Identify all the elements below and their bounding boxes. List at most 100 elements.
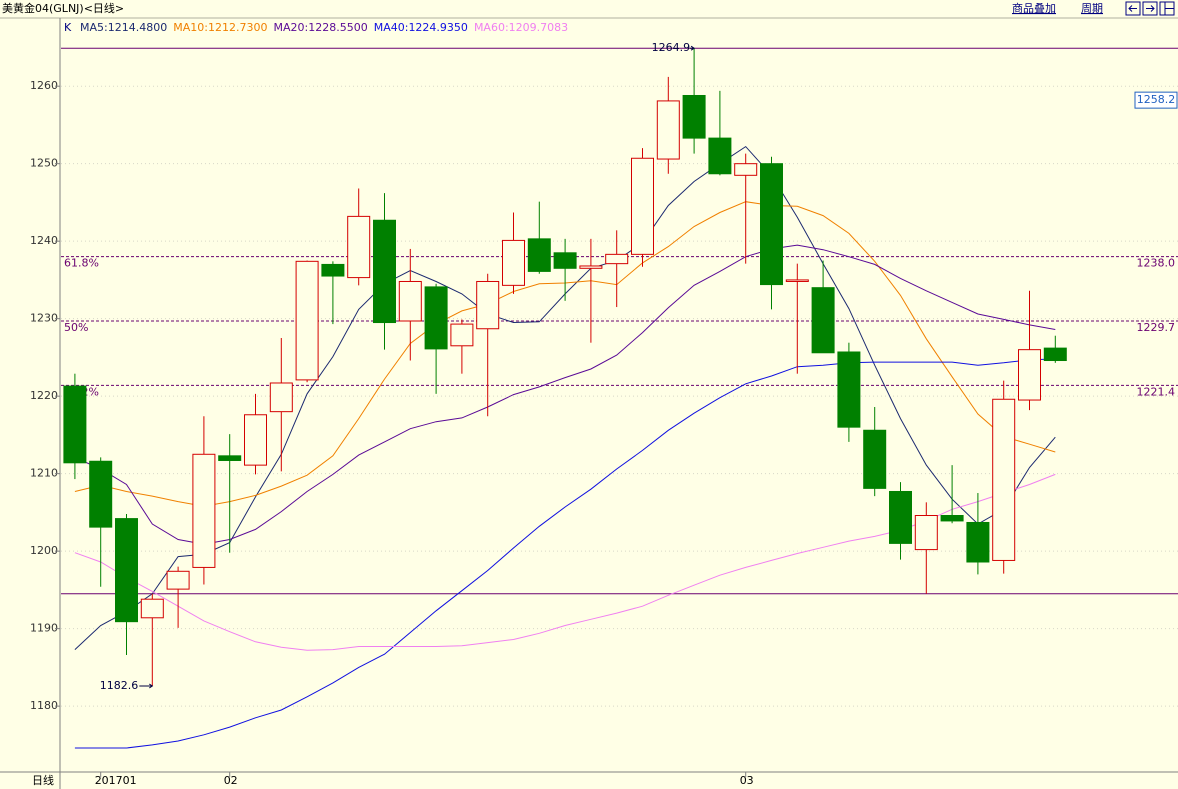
candle-body — [502, 239, 525, 286]
y-tick-label: 1240 — [30, 234, 58, 247]
candle-body — [656, 100, 680, 160]
legend-name: MA20 — [273, 21, 304, 34]
legend-separator: : — [304, 21, 308, 34]
y-tick-label: 1250 — [30, 157, 58, 170]
candle — [244, 393, 267, 475]
candle — [192, 416, 216, 585]
candle-body — [476, 280, 500, 330]
candle-body — [811, 287, 835, 354]
y-tick-label: 1200 — [30, 544, 58, 557]
y-tick-label: 1260 — [30, 79, 58, 92]
candle — [218, 434, 242, 553]
legend-value: 1224.9350 — [408, 21, 468, 34]
candle — [89, 457, 113, 587]
candle-body — [889, 490, 912, 544]
candle — [1043, 335, 1067, 363]
icon-split-lines — [1164, 2, 1174, 15]
candle — [708, 90, 732, 176]
legend-separator: : — [204, 21, 208, 34]
legend-name: MA60 — [474, 21, 505, 34]
candle-body — [992, 398, 1016, 561]
y-tick-label: 1230 — [30, 312, 58, 325]
candle-body — [89, 460, 113, 528]
ma-line — [74, 244, 1056, 545]
candle-body — [373, 219, 396, 324]
candle-body — [940, 515, 964, 522]
candle — [347, 188, 371, 286]
nav-icons[interactable] — [1125, 1, 1175, 16]
candle-body — [218, 455, 242, 461]
candle — [605, 230, 629, 308]
icon-right[interactable] — [1142, 1, 1158, 16]
candle-body — [527, 238, 551, 272]
candle-body — [760, 163, 783, 286]
candle — [785, 263, 809, 374]
candle-body — [244, 414, 267, 466]
candle-body — [785, 279, 809, 282]
legend-value: 1228.5500 — [308, 21, 368, 34]
legend-separator: : — [505, 21, 509, 34]
legend-entry: MA40:1224.9350 — [374, 21, 468, 34]
legend-entry: MA5:1214.4800 — [80, 21, 167, 34]
ma-line — [74, 358, 1056, 749]
legend-value: 1209.7083 — [509, 21, 569, 34]
candle — [398, 248, 422, 361]
candle — [502, 212, 525, 294]
legend-entry: MA60:1209.7083 — [474, 21, 568, 34]
high-arrow — [690, 45, 696, 51]
candle-body — [708, 137, 732, 175]
chart-title: 美黄金04(GLNJ)<日线> — [2, 1, 124, 15]
candle — [527, 201, 551, 274]
menu-link[interactable]: 商品叠加 — [1012, 1, 1056, 15]
fib-level-value: 1221.4 — [1137, 385, 1176, 398]
candle — [966, 493, 990, 575]
candle — [837, 342, 861, 442]
candle-body — [295, 260, 319, 381]
candle-body — [863, 429, 887, 489]
menu-link[interactable]: 周期 — [1081, 2, 1103, 15]
legend-value: 1212.7300 — [208, 21, 268, 34]
period-label: 日线 — [32, 773, 54, 787]
candle — [889, 482, 912, 560]
candle-body — [115, 518, 138, 623]
candle-body — [579, 265, 603, 269]
candle-body — [398, 280, 422, 322]
legend-name: MA40 — [374, 21, 405, 34]
legend-value: 1214.4800 — [108, 21, 168, 34]
candle-body — [347, 215, 371, 279]
candle-body — [63, 385, 87, 464]
x-tick-label: 201701 — [95, 774, 137, 787]
legend-entry: MA10:1212.7300 — [173, 21, 267, 34]
candle — [269, 338, 293, 472]
candle — [682, 48, 706, 154]
y-tick-label: 1180 — [30, 699, 58, 712]
candle — [373, 193, 396, 350]
y-tick-label: 1210 — [30, 467, 58, 480]
legend-name: MA5 — [80, 21, 104, 34]
candle — [115, 513, 138, 655]
y-tick-label: 1220 — [30, 389, 58, 402]
candle-body — [837, 351, 861, 428]
candle-body — [553, 252, 577, 269]
candle — [656, 76, 680, 174]
legend-separator: : — [104, 21, 108, 34]
candle — [760, 156, 783, 310]
candle — [811, 260, 835, 354]
y-tick-label: 1190 — [30, 622, 58, 635]
candle-body — [140, 598, 164, 619]
icon-left[interactable] — [1125, 1, 1141, 16]
candle-body — [682, 94, 706, 139]
high-annotation: 1264.9 — [652, 41, 691, 54]
legend-entry: MA20:1228.5500 — [273, 21, 367, 34]
candle — [140, 593, 164, 686]
legend-name: MA10 — [173, 21, 204, 34]
candle — [914, 502, 938, 594]
candle — [450, 319, 474, 374]
candle — [476, 273, 500, 417]
candle — [553, 238, 577, 301]
price-label: K — [64, 21, 72, 34]
icon-left-arrow — [1128, 5, 1137, 12]
